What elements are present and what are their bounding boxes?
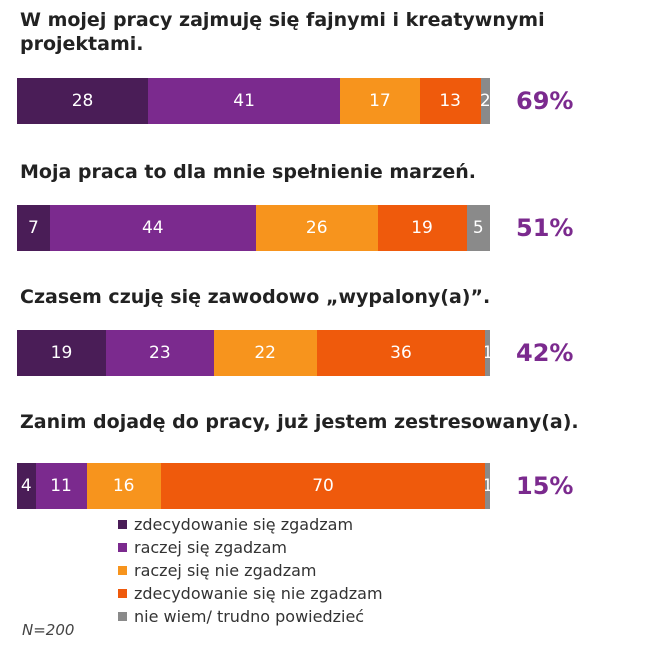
legend-label: raczej się nie zgadzam <box>134 561 317 580</box>
bar-value-label: 41 <box>233 91 255 111</box>
legend-label: nie wiem/ trudno powiedzieć <box>134 607 365 626</box>
bar-value-label: 5 <box>472 218 484 238</box>
legend: zdecydowanie się zgadzam raczej się zgad… <box>118 513 383 628</box>
bar-value-label: 44 <box>141 218 164 238</box>
bar-value-label: 2 <box>480 91 490 111</box>
bar-segment: 13 <box>419 78 481 124</box>
bar-segment: 23 <box>105 330 214 376</box>
bar-segment: 16 <box>86 463 161 509</box>
legend-swatch <box>118 543 127 552</box>
bar-segment: 36 <box>316 330 486 376</box>
bar-segment: 4 <box>17 463 36 509</box>
stacked-bar-4: 4 11 16 70 1 <box>17 463 490 509</box>
agree-total-4: 15% <box>516 472 574 500</box>
bar-segment: 7 <box>17 205 50 251</box>
legend-swatch <box>118 520 127 529</box>
question-3: Czasem czuję się zawodowo „wypalony(a)”. <box>20 286 491 308</box>
bar-segment: 17 <box>340 78 420 124</box>
legend-item-dont-know: nie wiem/ trudno powiedzieć <box>118 605 383 628</box>
bar-value-label: 28 <box>71 91 94 111</box>
bar-segment: 28 <box>17 78 149 124</box>
bar-value-label: 4 <box>20 476 32 496</box>
bar-value-label: 22 <box>254 343 276 363</box>
bar-value-label: 13 <box>439 91 461 111</box>
question-1: W mojej pracy zajmuję się fajnymi i krea… <box>20 9 545 55</box>
legend-label: zdecydowanie się zgadzam <box>134 515 354 534</box>
bar-segment: 44 <box>49 205 256 251</box>
bar-segment: 2 <box>480 78 490 124</box>
bar-value-label: 17 <box>369 91 391 111</box>
sample-size-note: N=200 <box>22 621 75 639</box>
bar-segment: 41 <box>148 78 341 124</box>
bar-value-label: 7 <box>27 218 39 238</box>
legend-label: raczej się zgadzam <box>134 538 287 557</box>
bar-value-label: 16 <box>112 476 135 496</box>
question-4: Zanim dojadę do pracy, już jestem zestre… <box>20 411 579 433</box>
stacked-bar-2: 7 44 26 19 5 <box>17 205 490 251</box>
bar-segment: 1 <box>485 463 490 509</box>
bar-value-label: 26 <box>305 218 328 238</box>
bar-value-label: 1 <box>485 343 490 363</box>
bar-value-label: 1 <box>485 476 490 496</box>
bar-segment: 19 <box>17 330 106 376</box>
legend-swatch <box>118 589 127 598</box>
bar-value-label: 36 <box>390 343 412 363</box>
legend-swatch <box>118 566 127 575</box>
bar-value-label: 70 <box>312 476 334 496</box>
question-2: Moja praca to dla mnie spełnienie marzeń… <box>20 161 477 183</box>
bar-value-label: 19 <box>411 218 433 238</box>
legend-item-disagree: raczej się nie zgadzam <box>118 559 383 582</box>
bar-segment: 11 <box>35 463 87 509</box>
bar-value-label: 11 <box>50 476 72 496</box>
legend-item-strongly-agree: zdecydowanie się zgadzam <box>118 513 383 536</box>
agree-total-3: 42% <box>516 339 574 367</box>
bar-segment: 19 <box>377 205 467 251</box>
bar-value-label: 23 <box>149 343 171 363</box>
bar-segment: 26 <box>255 205 378 251</box>
bar-value-label: 19 <box>50 343 73 363</box>
bar-segment: 70 <box>160 463 486 509</box>
bar-segment: 1 <box>485 330 490 376</box>
agree-total-1: 69% <box>516 87 574 115</box>
bar-segment: 5 <box>466 205 490 251</box>
legend-label: zdecydowanie się nie zgadzam <box>134 584 383 603</box>
legend-item-strongly-disagree: zdecydowanie się nie zgadzam <box>118 582 383 605</box>
legend-item-agree: raczej się zgadzam <box>118 536 383 559</box>
stacked-bar-1: 28 41 17 13 2 <box>17 78 490 124</box>
stacked-bar-3: 19 23 22 36 1 <box>17 330 490 376</box>
legend-swatch <box>118 612 127 621</box>
agree-total-2: 51% <box>516 214 574 242</box>
bar-segment: 22 <box>213 330 317 376</box>
